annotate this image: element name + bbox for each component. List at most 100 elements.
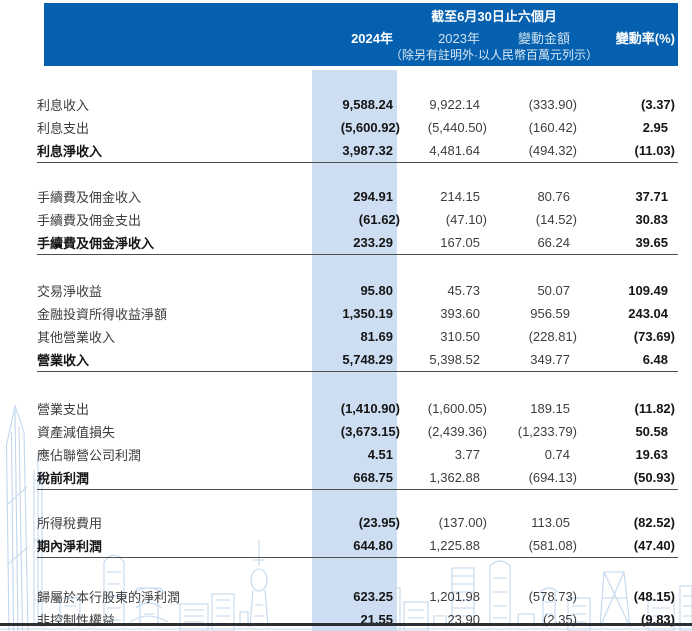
value-change-rate: 19.63 (635, 447, 668, 462)
value-2023: 5,398.52 (429, 352, 480, 367)
value-change-rate: (11.03) (634, 143, 675, 158)
value-change-rate: (73.69) (633, 329, 675, 344)
row-label: 歸屬於本行股東的淨利潤 (37, 590, 181, 605)
value-2023: 3.77 (454, 447, 480, 462)
value-2023: (2,439.36) (427, 424, 487, 439)
table-row: 營業支出 (1,410.90) (1,600.05) 189.15 (11.82) (37, 397, 678, 420)
column-header-2024: 2024年 (351, 30, 393, 46)
current-year-column-highlight (312, 70, 397, 631)
value-change-amount: (581.08) (528, 538, 577, 553)
value-2024: 233.29 (353, 235, 393, 250)
table-row: 利息收入 9,588.24 9,922.14 (333.90) (3.37) (37, 93, 678, 116)
value-2024: (1,410.90) (340, 401, 400, 416)
row-label: 應佔聯營公司利潤 (37, 448, 142, 463)
column-header-2023: 2023年 (438, 30, 480, 46)
row-label: 手續費及佣金收入 (37, 190, 142, 205)
value-change-rate: 37.71 (635, 189, 668, 204)
value-change-amount: 956.59 (530, 306, 570, 321)
value-change-amount: 66.24 (537, 235, 570, 250)
section-gap (37, 372, 678, 397)
value-change-rate: 39.65 (635, 235, 668, 250)
value-change-amount: (494.32) (528, 143, 577, 158)
table-row: 交易淨收益 95.80 45.73 50.07 109.49 (37, 279, 678, 302)
value-2024: 81.69 (360, 329, 393, 344)
row-label: 資產減值損失 (37, 425, 116, 440)
table-row: 手續費及佣金支出 (61.62) (47.10) (14.52) 30.83 (37, 208, 678, 231)
row-label: 其他營業收入 (37, 330, 116, 345)
column-header-change-amount: 變動金額 (517, 30, 570, 46)
table-row: 應佔聯營公司利潤 4.51 3.77 0.74 19.63 (37, 443, 678, 466)
value-2024: 9,588.24 (342, 97, 393, 112)
value-change-rate: (11.82) (634, 401, 675, 416)
value-2024: 1,350.19 (342, 306, 393, 321)
row-label: 交易淨收益 (37, 284, 103, 299)
value-2023: 4,481.64 (429, 143, 480, 158)
value-change-amount: 349.77 (530, 352, 570, 367)
value-2023: 1,201.98 (429, 589, 480, 604)
value-change-rate: 109.49 (628, 283, 668, 298)
table-row: 金融投資所得收益淨額 1,350.19 393.60 956.59 243.04 (37, 302, 678, 325)
value-change-amount: 80.76 (537, 189, 570, 204)
value-2023: (137.00) (438, 515, 487, 530)
value-2023: (47.10) (445, 212, 487, 227)
row-label: 利息收入 (37, 98, 90, 113)
value-2023: 45.73 (447, 283, 480, 298)
value-change-rate: (47.40) (633, 538, 675, 553)
value-change-amount: 0.74 (544, 447, 570, 462)
financial-table: 利息收入 9,588.24 9,922.14 (333.90) (3.37) 利息支出 (5… (37, 93, 678, 631)
value-2023: 393.60 (440, 306, 480, 321)
value-change-rate: 6.48 (642, 352, 668, 367)
value-2023: 167.05 (440, 235, 480, 250)
page-bottom-divider (0, 623, 692, 626)
section-gap (37, 490, 678, 511)
section-rule (37, 162, 678, 163)
section-rule (37, 489, 678, 490)
value-change-rate: 50.58 (635, 424, 668, 439)
value-2024: 95.80 (360, 283, 393, 298)
table-row: 非控制性權益 21.55 23.90 (2.35) (9.83) (37, 608, 678, 631)
value-change-amount: (228.81) (528, 329, 577, 344)
unit-note: （除另有註明外·以人民幣百萬元列示） (390, 48, 598, 62)
column-header-change-rate: 變動率(%) (615, 30, 675, 46)
table-row: 期內淨利潤 644.80 1,225.88 (581.08) (47.40) (37, 534, 678, 557)
value-2023: 9,922.14 (429, 97, 480, 112)
value-change-rate: (82.52) (633, 515, 675, 530)
value-2023: 214.15 (440, 189, 480, 204)
value-change-rate: (3.37) (641, 97, 675, 112)
table-row: 歸屬於本行股東的淨利潤 623.25 1,201.98 (578.73) (48.15) (37, 585, 678, 608)
table-row: 稅前利潤 668.75 1,362.88 (694.13) (50.93) (37, 466, 678, 489)
value-change-amount: 113.05 (531, 515, 570, 530)
row-label: 非控制性權益 (37, 613, 116, 628)
row-label: 稅前利潤 (37, 471, 90, 486)
value-2024: 4.51 (367, 447, 393, 462)
value-change-amount: (14.52) (535, 212, 577, 227)
value-change-amount: (1,233.79) (517, 424, 577, 439)
value-2024: (61.62) (358, 212, 400, 227)
value-2024: (23.95) (358, 515, 400, 530)
row-label: 營業收入 (37, 353, 90, 368)
value-change-rate: (50.93) (633, 470, 675, 485)
value-change-amount: 50.07 (537, 283, 570, 298)
row-label: 所得稅費用 (37, 516, 103, 531)
value-change-amount: (578.73) (528, 589, 577, 604)
table-row: 手續費及佣金淨收入 233.29 167.05 66.24 39.65 (37, 231, 678, 254)
value-change-amount: (694.13) (528, 470, 577, 485)
value-2023: (1,600.05) (427, 401, 487, 416)
table-row: 營業收入 5,748.29 5,398.52 349.77 6.48 (37, 348, 678, 371)
row-label: 營業支出 (37, 402, 90, 417)
row-label: 手續費及佣金支出 (37, 213, 142, 228)
value-change-rate: 243.04 (628, 306, 668, 321)
value-2023: 310.50 (440, 329, 480, 344)
value-change-rate: 30.83 (635, 212, 668, 227)
table-row: 資產減值損失 (3,673.15) (2,439.36) (1,233.79) 50.5… (37, 420, 678, 443)
value-2023: (5,440.50) (427, 120, 487, 135)
row-label: 期內淨利潤 (37, 539, 103, 554)
table-header-band: 截至6月30日止六個月 2024年 2023年 變動金額 變動率(%) （除另有… (44, 3, 678, 66)
section-gap (37, 558, 678, 585)
value-2024: (5,600.92) (340, 120, 400, 135)
value-change-amount: 189.15 (530, 401, 570, 416)
row-label: 金融投資所得收益淨額 (37, 307, 168, 322)
value-2024: 668.75 (353, 470, 393, 485)
row-label: 手續費及佣金淨收入 (37, 236, 155, 251)
